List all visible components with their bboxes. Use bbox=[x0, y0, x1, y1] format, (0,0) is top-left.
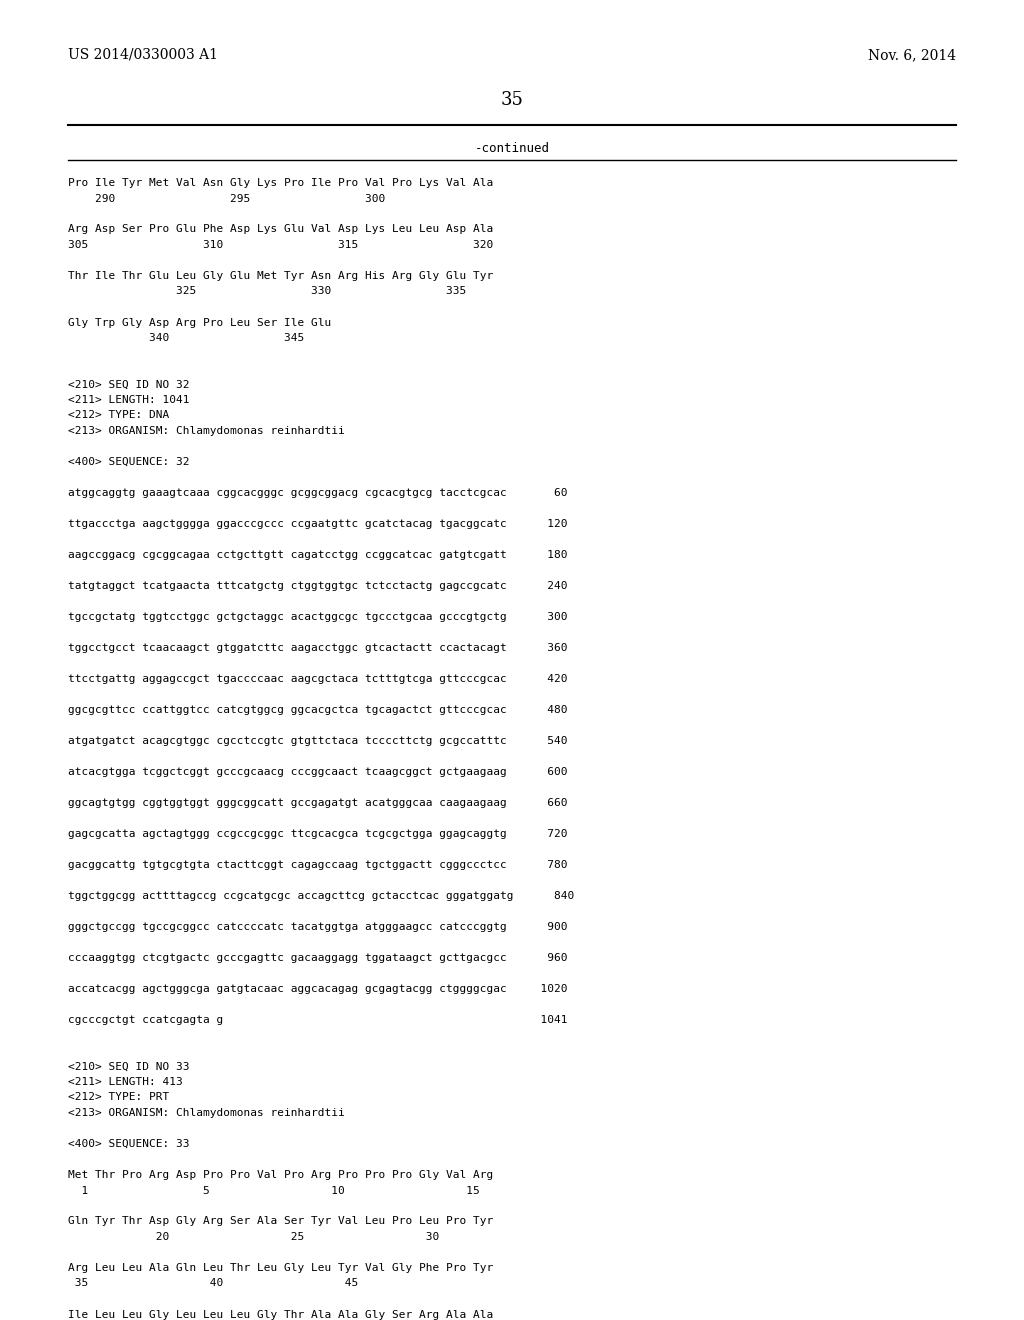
Text: 290                 295                 300: 290 295 300 bbox=[68, 194, 385, 203]
Text: 340                 345: 340 345 bbox=[68, 333, 304, 343]
Text: tggcctgcct tcaacaagct gtggatcttc aagacctggc gtcactactt ccactacagt      360: tggcctgcct tcaacaagct gtggatcttc aagacct… bbox=[68, 643, 567, 653]
Text: cgcccgctgt ccatcgagta g                                               1041: cgcccgctgt ccatcgagta g 1041 bbox=[68, 1015, 567, 1026]
Text: Gln Tyr Thr Asp Gly Arg Ser Ala Ser Tyr Val Leu Pro Leu Pro Tyr: Gln Tyr Thr Asp Gly Arg Ser Ala Ser Tyr … bbox=[68, 1217, 494, 1226]
Text: 35                  40                  45: 35 40 45 bbox=[68, 1279, 358, 1288]
Text: <210> SEQ ID NO 33: <210> SEQ ID NO 33 bbox=[68, 1061, 189, 1072]
Text: <213> ORGANISM: Chlamydomonas reinhardtii: <213> ORGANISM: Chlamydomonas reinhardti… bbox=[68, 426, 345, 436]
Text: <212> TYPE: DNA: <212> TYPE: DNA bbox=[68, 411, 169, 421]
Text: <212> TYPE: PRT: <212> TYPE: PRT bbox=[68, 1093, 169, 1102]
Text: ttcctgattg aggagccgct tgaccccaac aagcgctaca tctttgtcga gttcccgcac      420: ttcctgattg aggagccgct tgaccccaac aagcgct… bbox=[68, 675, 567, 684]
Text: Thr Ile Thr Glu Leu Gly Glu Met Tyr Asn Arg His Arg Gly Glu Tyr: Thr Ile Thr Glu Leu Gly Glu Met Tyr Asn … bbox=[68, 271, 494, 281]
Text: atgatgatct acagcgtggc cgcctccgtc gtgttctaca tccccttctg gcgccatttc      540: atgatgatct acagcgtggc cgcctccgtc gtgttct… bbox=[68, 737, 567, 746]
Text: tgccgctatg tggtcctggc gctgctaggc acactggcgc tgccctgcaa gcccgtgctg      300: tgccgctatg tggtcctggc gctgctaggc acactgg… bbox=[68, 612, 567, 622]
Text: atggcaggtg gaaagtcaaa cggcacgggc gcggcggacg cgcacgtgcg tacctcgcac       60: atggcaggtg gaaagtcaaa cggcacgggc gcggcgg… bbox=[68, 488, 567, 498]
Text: 305                 310                 315                 320: 305 310 315 320 bbox=[68, 240, 494, 249]
Text: <210> SEQ ID NO 32: <210> SEQ ID NO 32 bbox=[68, 380, 189, 389]
Text: accatcacgg agctgggcga gatgtacaac aggcacagag gcgagtacgg ctggggcgac     1020: accatcacgg agctgggcga gatgtacaac aggcaca… bbox=[68, 983, 567, 994]
Text: 35: 35 bbox=[501, 91, 523, 110]
Text: Pro Ile Tyr Met Val Asn Gly Lys Pro Ile Pro Val Pro Lys Val Ala: Pro Ile Tyr Met Val Asn Gly Lys Pro Ile … bbox=[68, 178, 494, 187]
Text: cccaaggtgg ctcgtgactc gcccgagttc gacaaggagg tggataagct gcttgacgcc      960: cccaaggtgg ctcgtgactc gcccgagttc gacaagg… bbox=[68, 953, 567, 964]
Text: gggctgccgg tgccgcggcc catccccatc tacatggtga atgggaagcc catcccggtg      900: gggctgccgg tgccgcggcc catccccatc tacatgg… bbox=[68, 921, 567, 932]
Text: <400> SEQUENCE: 32: <400> SEQUENCE: 32 bbox=[68, 457, 189, 467]
Text: 325                 330                 335: 325 330 335 bbox=[68, 286, 466, 297]
Text: gagcgcatta agctagtggg ccgccgcggc ttcgcacgca tcgcgctgga ggagcaggtg      720: gagcgcatta agctagtggg ccgccgcggc ttcgcac… bbox=[68, 829, 567, 840]
Text: <400> SEQUENCE: 33: <400> SEQUENCE: 33 bbox=[68, 1139, 189, 1148]
Text: Arg Asp Ser Pro Glu Phe Asp Lys Glu Val Asp Lys Leu Leu Asp Ala: Arg Asp Ser Pro Glu Phe Asp Lys Glu Val … bbox=[68, 224, 494, 235]
Text: <211> LENGTH: 1041: <211> LENGTH: 1041 bbox=[68, 395, 189, 405]
Text: tggctggcgg acttttagccg ccgcatgcgc accagcttcg gctacctcac gggatggatg      840: tggctggcgg acttttagccg ccgcatgcgc accagc… bbox=[68, 891, 574, 902]
Text: <211> LENGTH: 413: <211> LENGTH: 413 bbox=[68, 1077, 182, 1086]
Text: Nov. 6, 2014: Nov. 6, 2014 bbox=[868, 48, 956, 62]
Text: -continued: -continued bbox=[474, 141, 550, 154]
Text: gacggcattg tgtgcgtgta ctacttcggt cagagccaag tgctggactt cgggccctcc      780: gacggcattg tgtgcgtgta ctacttcggt cagagcc… bbox=[68, 861, 567, 870]
Text: Met Thr Pro Arg Asp Pro Pro Val Pro Arg Pro Pro Pro Gly Val Arg: Met Thr Pro Arg Asp Pro Pro Val Pro Arg … bbox=[68, 1170, 494, 1180]
Text: aagccggacg cgcggcagaa cctgcttgtt cagatcctgg ccggcatcac gatgtcgatt      180: aagccggacg cgcggcagaa cctgcttgtt cagatcc… bbox=[68, 550, 567, 560]
Text: ggcagtgtgg cggtggtggt gggcggcatt gccgagatgt acatgggcaa caagaagaag      660: ggcagtgtgg cggtggtggt gggcggcatt gccgaga… bbox=[68, 799, 567, 808]
Text: 1                 5                  10                  15: 1 5 10 15 bbox=[68, 1185, 480, 1196]
Text: US 2014/0330003 A1: US 2014/0330003 A1 bbox=[68, 48, 218, 62]
Text: ggcgcgttcc ccattggtcc catcgtggcg ggcacgctca tgcagactct gttcccgcac      480: ggcgcgttcc ccattggtcc catcgtggcg ggcacgc… bbox=[68, 705, 567, 715]
Text: atcacgtgga tcggctcggt gcccgcaacg cccggcaact tcaagcggct gctgaagaag      600: atcacgtgga tcggctcggt gcccgcaacg cccggca… bbox=[68, 767, 567, 777]
Text: Arg Leu Leu Ala Gln Leu Thr Leu Gly Leu Tyr Val Gly Phe Pro Tyr: Arg Leu Leu Ala Gln Leu Thr Leu Gly Leu … bbox=[68, 1263, 494, 1272]
Text: ttgaccctga aagctgggga ggacccgccc ccgaatgttc gcatctacag tgacggcatc      120: ttgaccctga aagctgggga ggacccgccc ccgaatg… bbox=[68, 519, 567, 529]
Text: Ile Leu Leu Gly Leu Leu Leu Gly Thr Ala Ala Gly Ser Arg Ala Ala: Ile Leu Leu Gly Leu Leu Leu Gly Thr Ala … bbox=[68, 1309, 494, 1320]
Text: Gly Trp Gly Asp Arg Pro Leu Ser Ile Glu: Gly Trp Gly Asp Arg Pro Leu Ser Ile Glu bbox=[68, 318, 331, 327]
Text: tatgtaggct tcatgaacta tttcatgctg ctggtggtgc tctcctactg gagccgcatc      240: tatgtaggct tcatgaacta tttcatgctg ctggtgg… bbox=[68, 581, 567, 591]
Text: 20                  25                  30: 20 25 30 bbox=[68, 1232, 439, 1242]
Text: <213> ORGANISM: Chlamydomonas reinhardtii: <213> ORGANISM: Chlamydomonas reinhardti… bbox=[68, 1107, 345, 1118]
